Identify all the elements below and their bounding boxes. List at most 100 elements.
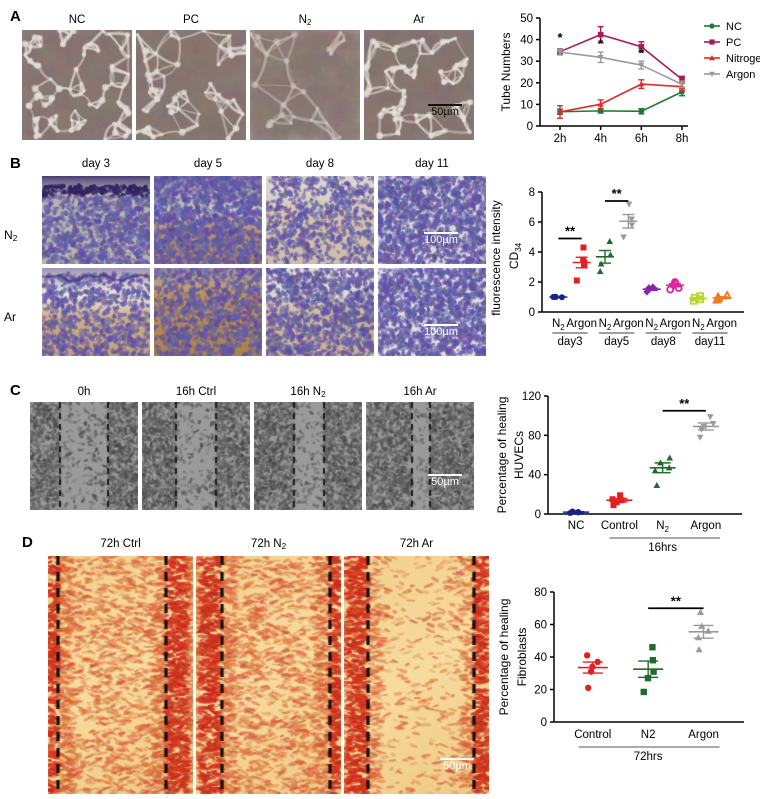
svg-text:N2: N2 <box>656 520 669 534</box>
panelC-micrograph-16h-n2 <box>254 402 362 510</box>
scale-bar-line <box>428 104 462 106</box>
svg-text:30: 30 <box>520 56 533 68</box>
svg-text:120: 120 <box>522 391 541 403</box>
svg-text:Tube Numbers: Tube Numbers <box>499 33 513 112</box>
panelD-scale-bar: 50µm <box>440 758 474 772</box>
scale-bar-label: 100µm <box>424 326 458 338</box>
svg-text:Control: Control <box>601 520 638 532</box>
svg-text:50: 50 <box>520 13 533 25</box>
panelB-heading-day5: day 5 <box>193 158 223 170</box>
panelB-micrograph-n2-day5 <box>154 176 262 264</box>
panelB-row-label-n2: N2 <box>4 228 18 243</box>
svg-text:N2: N2 <box>645 318 658 332</box>
svg-text:Fibroblasts: Fibroblasts <box>515 628 529 687</box>
svg-text:6: 6 <box>529 217 535 229</box>
svg-text:**: ** <box>671 593 682 608</box>
panelC-micrograph-0h <box>30 402 138 510</box>
panelB-heading-day3: day 3 <box>81 158 111 170</box>
panelA-heading-n2: N2 <box>298 14 312 27</box>
scale-bar-label: 50µm <box>431 476 459 488</box>
panel-letter-d: D <box>22 534 33 551</box>
scale-bar-label: 100µm <box>424 234 458 246</box>
panelB-micrograph-ar-day11 <box>378 268 486 356</box>
svg-text:**: ** <box>612 186 623 201</box>
panelA-scale-bar: 50µm <box>428 104 462 118</box>
panelD-chart: 0 20 40 60 80 Percentage of healing Fibroblast… <box>497 570 760 785</box>
svg-text:4h: 4h <box>594 133 607 145</box>
svg-text:Percentage of healing: Percentage of healing <box>495 397 509 514</box>
svg-text:0: 0 <box>541 717 547 729</box>
svg-text:Argon: Argon <box>691 520 722 532</box>
svg-text:60: 60 <box>534 620 547 632</box>
svg-text:16hrs: 16hrs <box>648 542 677 554</box>
panelA-heading-nc: NC <box>68 14 86 26</box>
panelC-heading-16h-ar: 16h Ar <box>403 386 437 398</box>
panelA-micrograph-n2 <box>250 30 360 140</box>
svg-text:2: 2 <box>529 277 535 289</box>
panelB-chart: 0 2 4 6 8 fluorescence intensity CD34 N2 Argon N2… <box>489 182 760 364</box>
svg-text:80: 80 <box>528 430 541 442</box>
panelC-heading-16h-ctrl: 16h Ctrl <box>175 386 217 398</box>
panelB-heading-day11: day 11 <box>415 158 449 170</box>
scale-bar-line <box>424 232 458 234</box>
panel-letter-b: B <box>10 155 21 172</box>
panelC-micrograph-16h-ar <box>366 402 474 510</box>
panelA-micrograph-nc <box>22 30 132 140</box>
svg-text:NC: NC <box>568 520 585 532</box>
panelA-heading-pc: PC <box>183 14 199 26</box>
svg-text:Argon: Argon <box>613 318 644 330</box>
panelB-scale-bar-top: 100µm <box>424 232 458 246</box>
panel-letter-a: A <box>10 8 21 25</box>
svg-text:4: 4 <box>529 247 536 259</box>
panelD-micrograph-72h-ar <box>344 556 489 794</box>
svg-text:**: ** <box>565 224 576 239</box>
svg-text:6h: 6h <box>635 133 648 145</box>
panelD-heading-72h-n2: 72h N2 <box>250 538 287 551</box>
panelB-row-label-ar: Ar <box>4 310 16 324</box>
svg-text:Argon: Argon <box>706 318 737 330</box>
panelC-heading-0h: 0h <box>77 386 91 398</box>
svg-text:Control: Control <box>574 729 611 741</box>
svg-text:Argon: Argon <box>688 729 719 741</box>
panelC-heading-16h-n2: 16h N2 <box>290 386 326 399</box>
panelA-heading-ar: Ar <box>413 14 425 26</box>
panel-letter-c: C <box>10 382 21 399</box>
scale-bar-line <box>440 758 474 760</box>
panelC-chart: 0 40 80 120 Percentage of healing HUVECs NC Con… <box>495 384 760 554</box>
panelD-micrograph-72h-n2 <box>196 556 341 794</box>
svg-text:20: 20 <box>534 685 547 697</box>
panelB-micrograph-ar-day8 <box>266 268 374 356</box>
svg-text:N2: N2 <box>599 318 612 332</box>
panelB-scale-bar-bottom: 100µm <box>424 324 458 338</box>
panelD-heading-72h-ctrl: 72h Ctrl <box>100 538 141 550</box>
svg-text:40: 40 <box>534 652 547 664</box>
panelB-micrograph-n2-day3 <box>42 176 150 264</box>
svg-text:NC: NC <box>726 21 742 33</box>
svg-text:*: * <box>639 45 645 60</box>
scale-bar-line <box>428 474 462 476</box>
svg-text:*: * <box>598 36 604 51</box>
svg-text:Argon: Argon <box>566 318 597 330</box>
svg-text:Percentage of healing: Percentage of healing <box>497 599 511 716</box>
svg-text:day5: day5 <box>604 336 629 348</box>
svg-text:N2: N2 <box>692 318 705 332</box>
svg-text:day3: day3 <box>558 336 583 348</box>
panelA-chart: 0 10 20 30 40 50 2h 4h 6h 8h Tube Numbers * * * NC PC Ni… <box>498 8 760 153</box>
scale-bar-label: 50µm <box>431 106 459 118</box>
svg-text:fluorescence intensity: fluorescence intensity <box>489 200 503 315</box>
svg-text:80: 80 <box>534 587 547 599</box>
panelB-micrograph-n2-day8 <box>266 176 374 264</box>
panelB-micrograph-n2-day11 <box>378 176 486 264</box>
panelD-heading-72h-ar: 72h Ar <box>399 538 434 550</box>
panelB-micrograph-ar-day3 <box>42 268 150 356</box>
panelD-micrograph-72h-ctrl <box>48 556 193 794</box>
svg-text:Nitrogen: Nitrogen <box>726 53 760 65</box>
svg-text:8h: 8h <box>676 133 689 145</box>
svg-text:CD34: CD34 <box>507 242 523 269</box>
svg-text:day8: day8 <box>651 336 676 348</box>
scale-bar-line <box>424 324 458 326</box>
panelC-micrograph-16h-ctrl <box>142 402 250 510</box>
svg-text:10: 10 <box>520 99 533 111</box>
svg-text:8: 8 <box>529 187 535 199</box>
